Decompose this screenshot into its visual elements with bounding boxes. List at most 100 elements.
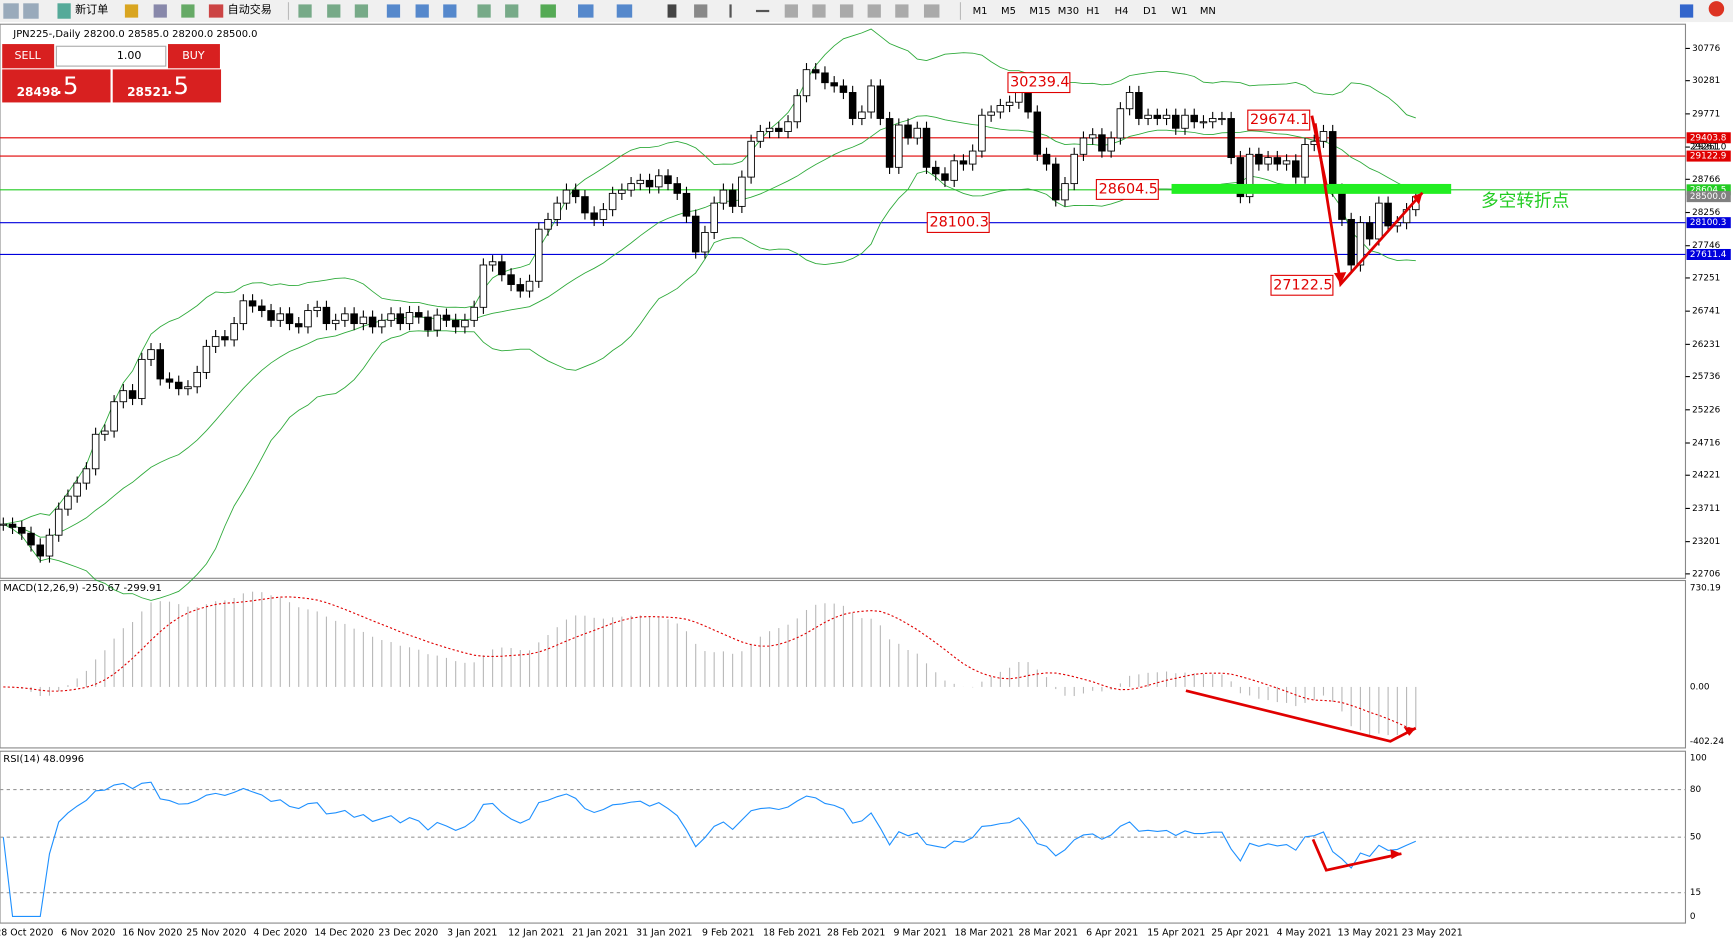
candle [987, 111, 995, 116]
icon[interactable] [755, 9, 770, 13]
ask-big[interactable]: .5 [166, 71, 189, 100]
annotation-box [1095, 178, 1159, 200]
candle [54, 508, 63, 536]
annotation: 28100.3 [929, 215, 988, 231]
search[interactable] [1679, 4, 1694, 18]
arrow-head [1403, 727, 1416, 736]
icon[interactable] [386, 4, 401, 18]
x-tick-label: 6 Nov 2020 [61, 927, 115, 938]
annotation: 28604.5 [1099, 181, 1158, 197]
candle [1079, 137, 1088, 155]
candle [1125, 92, 1134, 110]
icon[interactable] [181, 4, 195, 18]
timeframe[interactable]: W1 [1171, 6, 1187, 17]
candle [378, 319, 386, 328]
icon[interactable] [784, 4, 798, 18]
icon[interactable] [505, 4, 519, 18]
timeframe[interactable]: M15 [1029, 6, 1050, 17]
icon[interactable] [812, 4, 826, 18]
timeframe[interactable]: M1 [973, 6, 988, 17]
icon[interactable] [415, 4, 429, 18]
timeframe[interactable]: M30 [1058, 6, 1079, 17]
bid-big[interactable]: .5 [55, 71, 78, 100]
ask-box[interactable] [112, 69, 222, 103]
icon[interactable] [208, 4, 224, 18]
icon[interactable] [694, 4, 708, 18]
macd-title: MACD(12,26,9) -250.67 -299.91 [3, 583, 162, 594]
candle [1227, 118, 1235, 159]
candle [1144, 114, 1152, 119]
x-tick-label: 25 Apr 2021 [1211, 927, 1269, 938]
candle [636, 179, 645, 185]
candle [396, 313, 405, 325]
y-tick-label: 27746 [1692, 241, 1720, 251]
icon[interactable] [443, 4, 457, 18]
timeframe[interactable]: H4 [1115, 6, 1129, 17]
candle [1292, 160, 1300, 178]
candle [627, 183, 635, 191]
candle [174, 381, 183, 390]
auto-trade[interactable]: 自动交易 [228, 2, 272, 16]
ask[interactable]: 28521 [127, 85, 169, 99]
trade-panel: SELL 1.00 BUY 28498 .5 28521 .5 [2, 44, 222, 103]
level-label: 27611.4 [1690, 250, 1727, 260]
icon[interactable] [540, 4, 556, 18]
icon[interactable] [477, 4, 491, 18]
timeframe[interactable]: D1 [1143, 6, 1157, 17]
lot-input[interactable] [55, 45, 167, 67]
icon[interactable] [839, 4, 854, 18]
icon[interactable] [23, 3, 39, 19]
icon[interactable] [923, 4, 940, 18]
candle [1347, 218, 1355, 266]
x-tick-label: 31 Jan 2021 [636, 927, 692, 938]
timeframe[interactable]: M5 [1001, 6, 1016, 17]
level-tag [1686, 150, 1731, 162]
icon[interactable] [57, 3, 71, 19]
candle [507, 274, 515, 285]
sell-label[interactable]: SELL [14, 49, 41, 62]
buy-button[interactable] [167, 44, 220, 69]
macd-tick-label: -402.24 [1690, 737, 1724, 747]
y-tick-label: 26231 [1692, 340, 1720, 350]
icon[interactable] [578, 4, 594, 18]
icon[interactable] [867, 4, 881, 18]
bid[interactable]: 28498 [17, 85, 59, 99]
y-tick-label: 23711 [1692, 504, 1720, 514]
plot: 30776 30281 29771 29261 28766 28256 27746 27251… [0, 6, 1731, 938]
candle [248, 300, 257, 307]
timeframe[interactable]: MN [1200, 6, 1216, 17]
bid-box[interactable] [2, 69, 111, 103]
annotation-box [1007, 72, 1071, 94]
rsi-title: RSI(14) 48.0996 [3, 754, 84, 765]
icon[interactable] [895, 4, 909, 18]
buy-label[interactable]: BUY [182, 49, 205, 62]
candle [645, 179, 654, 188]
candle [959, 160, 968, 165]
icon[interactable] [3, 3, 19, 19]
candle [562, 189, 571, 204]
notification[interactable] [1708, 1, 1725, 17]
candle [811, 69, 820, 74]
new-order[interactable]: 新订单 [75, 2, 108, 16]
turning-zone [1171, 183, 1452, 194]
icon[interactable] [616, 4, 633, 18]
icon[interactable] [124, 4, 139, 18]
icon[interactable] [153, 4, 167, 18]
x-tick-label: 4 Dec 2020 [253, 927, 307, 938]
timeframe[interactable]: H1 [1086, 6, 1100, 17]
candle [599, 209, 608, 220]
candle [710, 202, 718, 233]
icon[interactable] [298, 4, 312, 18]
icon[interactable] [354, 4, 369, 18]
lot[interactable]: 1.00 [117, 49, 142, 62]
candle [479, 264, 488, 308]
main-chart [0, 23, 1687, 579]
icon[interactable] [327, 4, 341, 18]
sell-button[interactable] [2, 44, 55, 69]
icon[interactable] [729, 4, 732, 18]
icon[interactable] [667, 4, 677, 18]
candle [64, 495, 72, 510]
candle [728, 189, 737, 207]
candle [885, 118, 894, 168]
candle [110, 401, 118, 432]
